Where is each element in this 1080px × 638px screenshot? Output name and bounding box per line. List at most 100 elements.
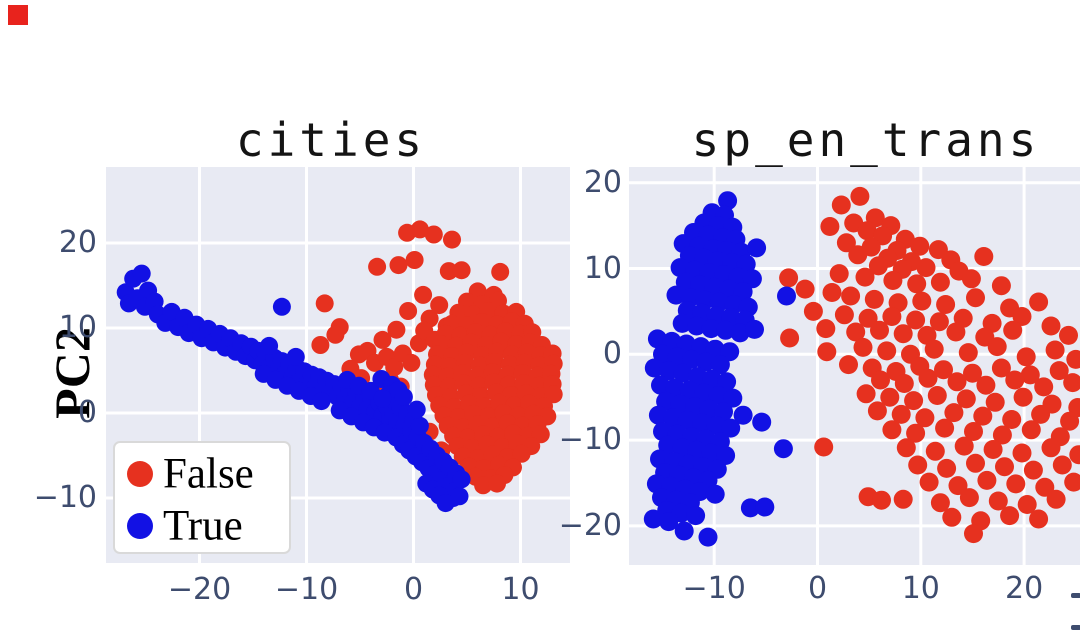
- scatter-point-false: [893, 324, 913, 344]
- scatter-point-true: [658, 435, 678, 455]
- scatter-point-false: [491, 262, 510, 281]
- scatter-point-true: [373, 389, 392, 408]
- scatter-point-false: [1005, 370, 1025, 390]
- scatter-point-true: [752, 412, 772, 432]
- scatter-point-false: [871, 370, 890, 390]
- x-tick-label: 0: [807, 571, 828, 606]
- scatter-point-false: [918, 368, 938, 388]
- y-tick-label: −10: [33, 480, 97, 515]
- scatter-point-true: [659, 512, 679, 532]
- scatter-point-false: [908, 455, 928, 475]
- y-tick-label: 0: [77, 395, 97, 430]
- scatter-point-false: [1002, 410, 1022, 429]
- scatter-point-false: [856, 384, 876, 404]
- scatter-point-true: [452, 470, 471, 489]
- scatter-point-false: [414, 285, 433, 304]
- scatter-point-false: [402, 353, 421, 372]
- scatter-point-false: [976, 375, 996, 395]
- scatter-point-false: [1064, 472, 1080, 492]
- scatter-point-false: [831, 195, 851, 215]
- scatter-point-false: [966, 453, 985, 473]
- scatter-point-true: [686, 506, 706, 526]
- scatter-point-false: [937, 458, 957, 478]
- scatter-point-false: [985, 392, 1005, 412]
- scatter-point-false: [930, 493, 950, 513]
- legend-dot-true-icon: [127, 512, 153, 539]
- scatter-point-false: [992, 425, 1012, 445]
- scatter-point-false: [868, 256, 888, 276]
- scatter-point-true: [666, 285, 686, 305]
- scatter-point-true: [745, 319, 764, 339]
- scatter-point-true: [730, 323, 750, 343]
- scatter-point-true: [717, 372, 737, 392]
- scatter-point-false: [974, 247, 994, 266]
- scatter-point-false: [1049, 361, 1069, 381]
- scatter-point-false: [1003, 320, 1023, 340]
- scatter-point-false: [855, 267, 875, 287]
- scatter-point-true: [643, 509, 663, 529]
- scatter-point-false: [896, 438, 916, 458]
- scatter-point-false: [864, 289, 884, 309]
- scatter-point-false: [488, 474, 506, 493]
- scatter-point-false: [912, 291, 932, 311]
- scatter-point-false: [1046, 489, 1066, 509]
- scatter-point-false: [870, 320, 889, 340]
- scatter-point-true: [647, 329, 667, 349]
- scatter-point-false: [947, 372, 967, 392]
- scatter-point-true: [407, 400, 426, 419]
- scatter-point-false: [1031, 404, 1051, 424]
- scatter-point-false: [1029, 509, 1049, 529]
- scatter-point-true: [450, 487, 469, 506]
- scatter-point-false: [948, 476, 968, 496]
- scatter-point-true: [733, 405, 753, 425]
- record-indicator-square: [8, 5, 28, 25]
- legend-label-true: True: [163, 502, 243, 549]
- scatter-point-false: [877, 341, 897, 361]
- scatter-point-false: [924, 339, 944, 359]
- legend-entry-false: False: [115, 447, 289, 500]
- scatter-point-true: [694, 383, 714, 403]
- scatter-point-false: [1060, 411, 1080, 431]
- scatter-point-false: [977, 470, 997, 490]
- scatter-point-true: [394, 387, 413, 406]
- scatter-point-false: [988, 491, 1008, 511]
- scatter-point-true: [718, 191, 738, 211]
- scatter-point-true: [710, 355, 730, 375]
- scatter-point-true: [679, 380, 699, 400]
- scatter-point-false: [946, 322, 966, 342]
- scatter-point-false: [839, 355, 858, 375]
- scatter-point-false: [1021, 420, 1041, 440]
- scatter-point-true: [701, 443, 721, 463]
- clipped-tick-fragment-top: [1071, 593, 1080, 598]
- scatter-point-true: [286, 347, 305, 366]
- scatter-point-false: [474, 476, 493, 495]
- scatter-canvas-sp-en-trans: [629, 167, 1080, 565]
- scatter-point-false: [1034, 377, 1054, 397]
- scatter-point-true: [667, 347, 687, 367]
- scatter-point-true: [260, 336, 279, 355]
- scatter-point-false: [814, 437, 834, 457]
- scatter-point-false: [326, 325, 345, 344]
- scatter-point-false: [958, 343, 978, 363]
- scatter-point-false: [816, 319, 836, 339]
- scatter-point-false: [930, 272, 950, 292]
- scatter-point-false: [1020, 365, 1040, 385]
- scatter-point-false: [904, 391, 924, 411]
- subplot-title-sp-en-trans: sp_en_trans: [691, 113, 1041, 167]
- scatter-point-false: [1069, 445, 1080, 465]
- scatter-point-false: [1041, 438, 1061, 458]
- scatter-point-true: [773, 439, 793, 459]
- y-tick-label: −10: [558, 422, 622, 458]
- scatter-point-false: [936, 295, 956, 314]
- plot-area-sp-en-trans: [629, 167, 1080, 565]
- scatter-point-true: [659, 361, 679, 381]
- scatter-point-false: [1012, 443, 1032, 463]
- scatter-point-false: [1016, 347, 1036, 367]
- scatter-point-true: [777, 286, 796, 306]
- scatter-point-false: [1029, 292, 1049, 312]
- scatter-point-true: [692, 413, 712, 433]
- scatter-point-false: [991, 276, 1011, 296]
- scatter-point-false: [983, 440, 1003, 459]
- scatter-point-false: [829, 264, 849, 284]
- scatter-point-false: [452, 261, 471, 280]
